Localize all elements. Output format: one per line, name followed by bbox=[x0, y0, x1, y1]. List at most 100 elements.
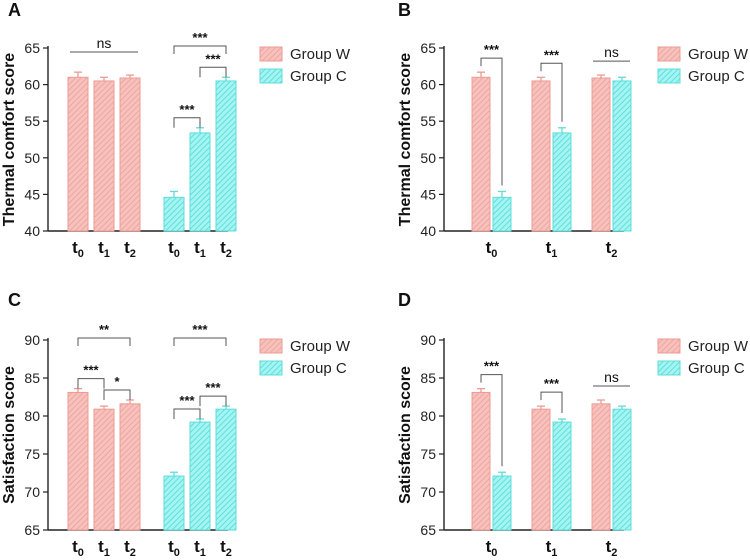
panel-letter: C bbox=[8, 290, 21, 310]
panel-letter: A bbox=[8, 0, 21, 20]
x-tick-label: t0 bbox=[168, 238, 180, 260]
significance-bracket bbox=[540, 391, 563, 414]
significance-bracket bbox=[77, 378, 105, 389]
y-tick-label: 90 bbox=[24, 332, 40, 348]
x-tick-label: t1 bbox=[546, 238, 558, 260]
significance-bracket bbox=[540, 62, 563, 122]
significance-bracket bbox=[173, 408, 201, 420]
y-tick-label: 80 bbox=[24, 408, 40, 424]
legend-label: Group W bbox=[290, 338, 351, 355]
legend-swatch bbox=[259, 338, 283, 354]
bar bbox=[163, 196, 185, 232]
x-tick-label: t0 bbox=[486, 537, 498, 559]
bar bbox=[612, 80, 632, 232]
bar bbox=[591, 403, 611, 531]
legend: Group W Group C bbox=[657, 338, 749, 377]
y-tick-label: 55 bbox=[420, 113, 436, 129]
x-tick-label: t1 bbox=[98, 537, 110, 559]
significance-bracket bbox=[103, 389, 131, 401]
y-tick-label: 40 bbox=[24, 223, 40, 239]
bar bbox=[67, 391, 89, 531]
bar bbox=[189, 421, 211, 531]
bar bbox=[119, 77, 141, 232]
bar bbox=[492, 196, 512, 232]
x-tick-label: t2 bbox=[124, 537, 136, 559]
legend-label: Group C bbox=[290, 68, 347, 85]
x-tick-label: t1 bbox=[98, 238, 110, 260]
significance-label: *** bbox=[484, 359, 500, 374]
bar bbox=[612, 408, 632, 531]
significance-label: *** bbox=[83, 363, 99, 378]
x-tick-label: t1 bbox=[546, 537, 558, 559]
y-tick-label: 75 bbox=[420, 446, 436, 462]
significance-label: * bbox=[114, 374, 120, 389]
significance-bracket bbox=[480, 374, 503, 467]
significance-label: ns bbox=[604, 44, 619, 60]
y-tick-label: 50 bbox=[24, 150, 40, 166]
significance-bracket bbox=[173, 45, 227, 54]
x-tick-label: t2 bbox=[606, 238, 618, 260]
y-tick-label: 75 bbox=[24, 446, 40, 462]
significance-bracket bbox=[77, 337, 131, 346]
panel-letter: D bbox=[398, 290, 411, 310]
significance-bracket bbox=[173, 337, 227, 346]
y-axis-label: Satisfaction score bbox=[1, 366, 18, 504]
significance-label: *** bbox=[192, 30, 208, 45]
significance-label: *** bbox=[192, 322, 208, 337]
bar bbox=[492, 475, 512, 531]
y-tick-label: 70 bbox=[24, 484, 40, 500]
legend-swatch bbox=[259, 68, 283, 84]
y-tick-label: 65 bbox=[420, 40, 436, 56]
bar bbox=[119, 403, 141, 531]
x-tick-label: t1 bbox=[194, 238, 206, 260]
x-tick-label: t0 bbox=[486, 238, 498, 260]
panel-d: D 65 70 75 80 85 90 Satisfaction score t0 t1 t2 ***… bbox=[397, 290, 749, 559]
y-tick-label: 65 bbox=[420, 522, 436, 538]
significance-label: ns bbox=[604, 369, 619, 385]
legend: Group W Group C bbox=[259, 46, 351, 85]
significance-label: *** bbox=[179, 102, 195, 117]
bar bbox=[93, 80, 115, 232]
significance-label: *** bbox=[544, 376, 560, 391]
bar bbox=[215, 80, 237, 232]
legend: Group W Group C bbox=[259, 338, 351, 377]
y-tick-label: 40 bbox=[420, 223, 436, 239]
legend-swatch bbox=[259, 360, 283, 376]
significance-label: *** bbox=[544, 47, 560, 62]
y-tick-label: 50 bbox=[420, 150, 436, 166]
x-tick-label: t0 bbox=[72, 238, 84, 260]
bar bbox=[552, 132, 572, 232]
significance-label: *** bbox=[179, 393, 195, 408]
y-tick-label: 45 bbox=[420, 186, 436, 202]
significance-label: *** bbox=[484, 42, 500, 57]
y-axis-label: Satisfaction score bbox=[397, 366, 414, 504]
significance-bracket bbox=[199, 395, 227, 407]
significance-label: *** bbox=[205, 51, 221, 66]
bar bbox=[215, 408, 237, 531]
significance-label: ** bbox=[99, 322, 110, 337]
significance-bracket bbox=[480, 57, 503, 186]
x-tick-label: t2 bbox=[606, 537, 618, 559]
legend: Group W Group C bbox=[657, 46, 749, 85]
y-tick-label: 60 bbox=[24, 77, 40, 93]
y-tick-label: 45 bbox=[24, 186, 40, 202]
panel-letter: B bbox=[398, 0, 411, 20]
legend-label: Group W bbox=[290, 46, 351, 63]
legend-swatch bbox=[259, 46, 283, 62]
y-tick-label: 70 bbox=[420, 484, 436, 500]
x-tick-label: t2 bbox=[220, 537, 232, 559]
y-axis-label: Thermal comfort score bbox=[397, 53, 414, 226]
panel-a: A 40 45 50 55 60 65 Thermal comfort score t0 t1 t2… bbox=[1, 0, 351, 260]
y-tick-label: 85 bbox=[24, 370, 40, 386]
y-axis-label: Thermal comfort score bbox=[1, 53, 18, 226]
bar bbox=[552, 421, 572, 531]
bar bbox=[67, 76, 89, 232]
legend-swatch bbox=[657, 360, 681, 376]
legend-label: Group W bbox=[688, 338, 749, 355]
x-tick-label: t1 bbox=[194, 537, 206, 559]
legend-swatch bbox=[657, 338, 681, 354]
y-tick-label: 80 bbox=[420, 408, 436, 424]
panel-c: C 65 70 75 80 85 90 Satisfaction score t0 t1 t2 t0 t… bbox=[1, 290, 351, 559]
bar bbox=[163, 475, 185, 531]
